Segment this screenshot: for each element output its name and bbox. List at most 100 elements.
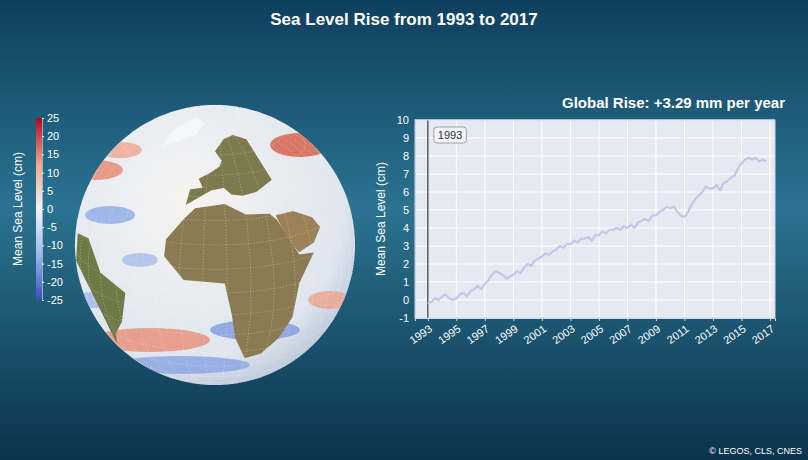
tick-mark: [656, 318, 657, 321]
axis-line: [415, 121, 416, 319]
grid-line: [415, 300, 775, 301]
color-bar-tick: -20: [42, 276, 63, 288]
page-title: Sea Level Rise from 1993 to 2017: [270, 10, 537, 29]
y-axis: -1012345678910: [397, 114, 416, 324]
color-bar-tick: 15: [42, 148, 59, 160]
y-tick: 4: [403, 222, 415, 234]
annotation-box: [434, 127, 466, 143]
y-tick: 1: [403, 276, 415, 288]
tick-label: -5: [47, 221, 57, 233]
color-bar-tick: -5: [42, 221, 57, 233]
x-tick: 2017: [749, 318, 776, 346]
tick-label: 10: [47, 167, 59, 179]
tick-mark: [42, 300, 44, 301]
x-tick: 2003: [550, 318, 577, 346]
tick-label: 0: [403, 294, 409, 306]
color-bar-tick: -10: [42, 239, 63, 251]
y-axis-title: Mean Sea Level (cm): [374, 162, 388, 276]
tick-mark: [513, 318, 514, 321]
tick-label: 3: [403, 240, 409, 252]
tick-label: 10: [397, 114, 409, 126]
tick-mark: [42, 209, 44, 210]
anomaly-patch: [110, 356, 250, 374]
tick-label: 2005: [578, 322, 605, 346]
tick-label: 4: [403, 222, 409, 234]
annotation: 1993: [434, 127, 466, 143]
chart-title: Global Rise: +3.29 mm per year: [562, 94, 785, 111]
annotation-label: 1993: [438, 129, 462, 141]
tick-mark: [684, 318, 685, 321]
tick-label: 2015: [721, 322, 748, 346]
grid-line: [415, 156, 775, 157]
color-bar-tick: 5: [42, 185, 53, 197]
x-tick: 2001: [521, 318, 548, 346]
grid-line: [598, 120, 599, 318]
tick-mark: [456, 318, 457, 321]
tick-mark: [42, 227, 44, 228]
globe: [67, 105, 355, 385]
tick-mark: [599, 318, 600, 321]
plot-frame: [415, 120, 775, 318]
tick-label: -25: [47, 294, 63, 306]
tick-label: 2009: [635, 322, 662, 346]
tick-label: -1: [399, 312, 409, 324]
tick-label: 2017: [749, 322, 776, 346]
color-bar-axis: 25 20 15 10 5 0 -5 -10 -15 -20 -25: [42, 112, 63, 306]
anomaly-patch: [270, 133, 330, 157]
tick-mark: [627, 318, 628, 321]
y-tick: 8: [403, 150, 415, 162]
x-tick: 2015: [721, 318, 748, 346]
series-line: [428, 158, 767, 304]
tick-label: 1999: [493, 322, 520, 346]
x-tick: 1995: [436, 318, 463, 346]
color-bar: [36, 118, 42, 300]
tick-mark: [428, 318, 429, 321]
tick-label: -10: [47, 239, 63, 251]
background: [0, 0, 808, 460]
y-tick: 2: [403, 258, 415, 270]
tick-label: 2: [403, 258, 409, 270]
grid-line: [415, 210, 775, 211]
color-bar-tick: -25: [42, 294, 63, 306]
x-axis: 1993199519971999200120032005200720092011…: [407, 318, 776, 346]
grid-line: [655, 120, 656, 318]
credit: © LEGOS, CLS, CNES: [709, 446, 802, 456]
y-tick: 3: [403, 240, 415, 252]
x-tick: 2011: [665, 318, 691, 346]
grid-line: [415, 138, 775, 139]
anomaly-patch: [122, 253, 158, 267]
grid-line: [456, 120, 457, 318]
tick-label: 5: [47, 185, 53, 197]
tick-mark: [570, 318, 571, 321]
tick-label: 1995: [436, 322, 463, 346]
plot-background: [415, 120, 775, 318]
color-bar-tick: -15: [42, 258, 63, 270]
grid-line: [684, 120, 685, 318]
tick-label: 15: [47, 148, 59, 160]
tick-label: 1: [403, 276, 409, 288]
tick-label: 0: [47, 203, 53, 215]
tick-mark: [42, 173, 44, 174]
tick-label: -15: [47, 258, 63, 270]
land: [76, 233, 125, 343]
grid-line: [484, 120, 485, 318]
anomaly-patch: [85, 206, 135, 224]
color-bar-tick: 10: [42, 167, 59, 179]
tick-label: 9: [403, 132, 409, 144]
y-tick: 0: [403, 294, 415, 306]
tick-label: 2001: [521, 322, 548, 346]
y-tick: 6: [403, 186, 415, 198]
x-tick: 2007: [607, 318, 634, 346]
anomaly-patch: [67, 160, 123, 180]
tick-label: 25: [47, 112, 59, 124]
tick-label: 2007: [607, 322, 634, 346]
tick-mark: [42, 282, 44, 283]
tick-label: 20: [47, 130, 59, 142]
tick-label: 2011: [665, 322, 691, 345]
land: [161, 118, 204, 147]
grid-line: [712, 120, 713, 318]
axis-line: [416, 319, 776, 322]
tick-mark: [542, 318, 543, 321]
color-bar-title: Mean Sea Level (cm): [11, 152, 25, 266]
grid: [415, 120, 775, 318]
